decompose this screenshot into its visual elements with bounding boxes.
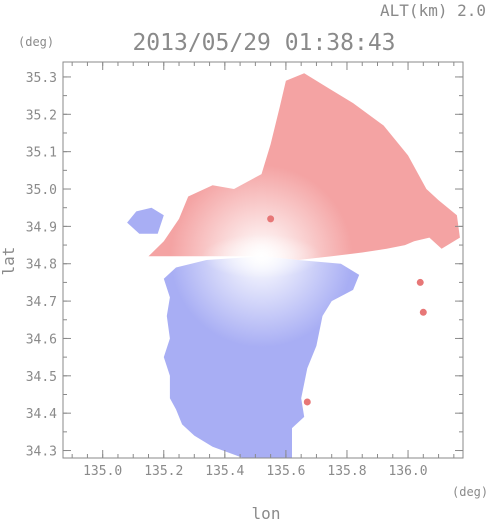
x-tick-label: 135.4 [205, 464, 244, 479]
x-axis-label: lon [252, 504, 281, 521]
y-tick-label: 34.6 [26, 332, 57, 347]
y-tick-label: 35.2 [26, 108, 57, 123]
y-tick-label: 35.0 [26, 183, 57, 198]
y-tick-label: 34.4 [26, 407, 57, 422]
y-axis-label: lat [0, 247, 18, 276]
y-tick-label: 34.5 [26, 370, 57, 385]
x-tick-label: 136.0 [388, 464, 427, 479]
axis-ticks: 135.0 135.2 135.4 135.6 135.8 136.0 34.3 34.4 34… [26, 62, 463, 479]
echo-spot-east-spot-1 [416, 278, 424, 286]
field-region-west-inlet-field [127, 207, 164, 234]
x-unit-label: (deg) [452, 485, 488, 499]
y-tick-label: 35.1 [26, 146, 57, 161]
field-region-south-field [163, 256, 360, 458]
echo-spot-east-spot-2 [419, 308, 427, 316]
y-tick-label: 35.3 [26, 71, 57, 86]
radar-center-fade [201, 234, 322, 279]
velocity-field [127, 73, 460, 458]
x-tick-label: 135.6 [266, 464, 305, 479]
y-unit-label: (deg) [18, 35, 54, 49]
x-tick-label: 135.8 [327, 464, 366, 479]
y-tick-label: 34.9 [26, 220, 57, 235]
altitude-label: ALT(km) 2.0 [380, 1, 486, 20]
y-tick-label: 34.3 [26, 445, 57, 460]
y-tick-label: 34.8 [26, 258, 57, 273]
echo-spot-south-spot [303, 398, 311, 406]
x-tick-label: 135.0 [83, 464, 122, 479]
x-tick-label: 135.2 [144, 464, 183, 479]
chart-title: 2013/05/29 01:38:43 [132, 30, 395, 56]
echo-spot-north-spot [267, 215, 275, 223]
y-tick-label: 34.7 [26, 295, 57, 310]
field-region-north-field [148, 73, 460, 260]
plot-frame [62, 61, 464, 459]
